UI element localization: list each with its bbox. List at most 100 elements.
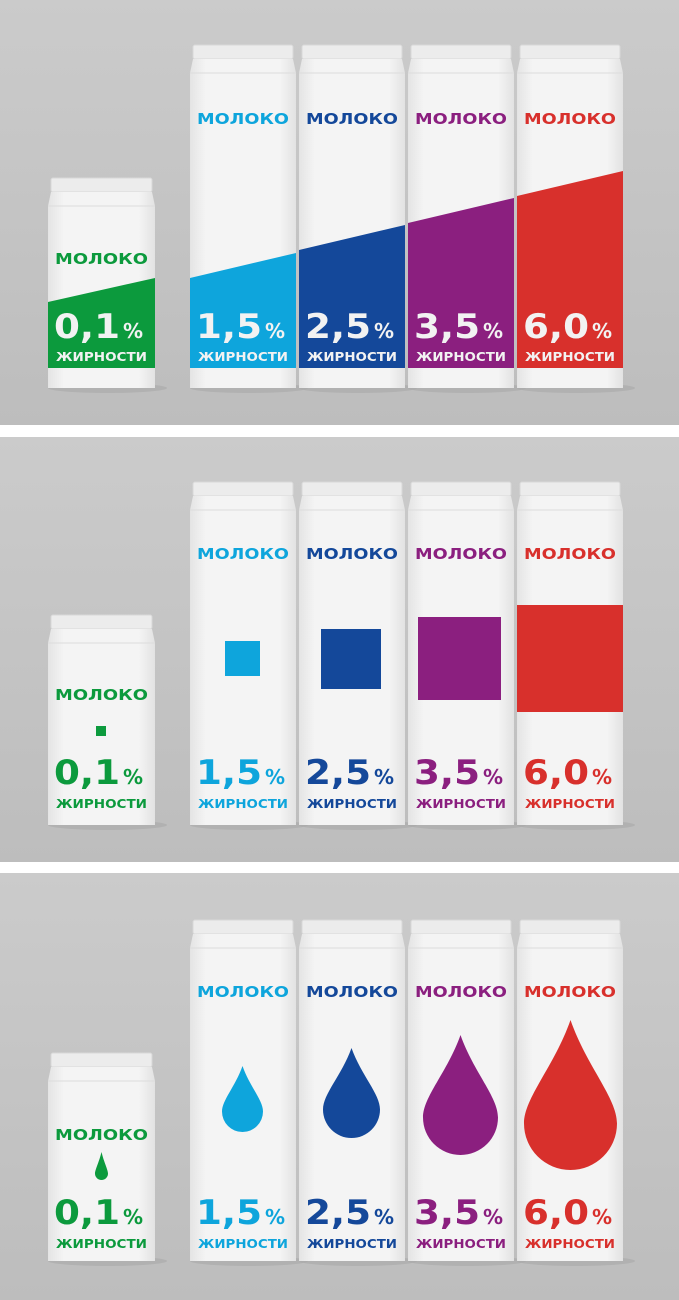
product-name: МОЛОКО [306, 983, 398, 1001]
fat-percentage: 0,1 [54, 307, 120, 347]
percent-sign: % [123, 319, 143, 343]
fat-percentage: 1,5 [196, 307, 262, 347]
product-name: МОЛОКО [55, 250, 148, 268]
product-name: МОЛОКО [306, 110, 398, 128]
fat-label: ЖИРНОСТИ [416, 797, 506, 811]
fat-percentage: 1,5 [196, 1193, 262, 1233]
percent-sign: % [265, 765, 285, 789]
product-name: МОЛОКО [524, 110, 616, 128]
fat-percentage: 2,5 [305, 753, 371, 793]
fat-percentage: 3,5 [414, 307, 480, 347]
fat-level-square [517, 605, 623, 712]
fat-level-band [408, 198, 514, 368]
fat-level-band [190, 253, 296, 368]
fat-level-drop [222, 1066, 263, 1132]
fat-percentage: 6,0 [523, 1193, 589, 1233]
fat-percentage: 1,5 [196, 753, 262, 793]
milk-carton-purple: МОЛОКО 3,5 % ЖИРНОСТИ [408, 919, 526, 1266]
carton-top-seal [410, 481, 512, 497]
percent-sign: % [374, 1205, 394, 1229]
fat-level-square [418, 617, 501, 700]
product-name: МОЛОКО [55, 686, 148, 704]
percent-sign: % [592, 765, 612, 789]
product-name: МОЛОКО [524, 545, 616, 563]
carton-top-seal [410, 44, 512, 60]
fat-percentage: 2,5 [305, 307, 371, 347]
milk-carton-red: МОЛОКО 6,0 % ЖИРНОСТИ [517, 919, 635, 1266]
milk-carton-purple: МОЛОКО 3,5 % ЖИРНОСТИ [408, 481, 526, 830]
fat-label: ЖИРНОСТИ [416, 350, 506, 364]
fat-level-square [321, 629, 381, 689]
fat-percentage: 2,5 [305, 1193, 371, 1233]
product-name: МОЛОКО [197, 983, 289, 1001]
percent-sign: % [483, 765, 503, 789]
carton-top-seal [50, 177, 153, 193]
milk-carton-red: МОЛОКО 6,0 % ЖИРНОСТИ [517, 481, 635, 830]
product-name: МОЛОКО [197, 110, 289, 128]
milk-carton-purple: МОЛОКО 3,5 % ЖИРНОСТИ [408, 44, 526, 393]
fat-level-drop [95, 1152, 108, 1180]
carton-top-seal [519, 481, 621, 497]
product-name: МОЛОКО [55, 1126, 148, 1144]
milk-carton-blue: МОЛОКО 2,5 % ЖИРНОСТИ [299, 919, 417, 1266]
fat-label: ЖИРНОСТИ [56, 1237, 147, 1251]
milk-carton-green: МОЛОКО 0,1 % ЖИРНОСТИ [48, 614, 167, 830]
fat-percentage: 3,5 [414, 1193, 480, 1233]
carton-top-seal [301, 919, 403, 935]
milk-carton-cyan: МОЛОКО 1,5 % ЖИРНОСТИ [190, 44, 308, 393]
carton-top-seal [192, 919, 294, 935]
carton-top-seal [50, 614, 153, 630]
fat-level-drop [323, 1048, 380, 1138]
percent-sign: % [123, 765, 143, 789]
fat-level-square [225, 641, 260, 676]
fat-percentage: 6,0 [523, 307, 589, 347]
carton-top-seal [410, 919, 512, 935]
carton-top-seal [519, 44, 621, 60]
percent-sign: % [123, 1205, 143, 1229]
carton-top-seal [301, 44, 403, 60]
milk-carton-red: МОЛОКО 6,0 % ЖИРНОСТИ [517, 44, 635, 393]
fat-percentage: 6,0 [523, 753, 589, 793]
fat-label: ЖИРНОСТИ [525, 1237, 615, 1251]
milk-carton-cyan: МОЛОКО 1,5 % ЖИРНОСТИ [190, 481, 308, 830]
fat-percentage: 0,1 [54, 1193, 120, 1233]
product-name: МОЛОКО [415, 110, 507, 128]
fat-level-square [96, 726, 106, 736]
carton-top-seal [519, 919, 621, 935]
fat-label: ЖИРНОСТИ [198, 350, 288, 364]
fat-level-drop [423, 1035, 498, 1155]
fat-label: ЖИРНОСТИ [525, 350, 615, 364]
milk-carton-blue: МОЛОКО 2,5 % ЖИРНОСТИ [299, 44, 417, 393]
fat-level-band [48, 278, 155, 368]
product-name: МОЛОКО [306, 545, 398, 563]
carton-top-seal [192, 481, 294, 497]
percent-sign: % [592, 1205, 612, 1229]
fat-label: ЖИРНОСТИ [56, 350, 147, 364]
carton-top-seal [301, 481, 403, 497]
milk-carton-green: МОЛОКО 0,1 % ЖИРНОСТИ [48, 1052, 167, 1266]
percent-sign: % [483, 319, 503, 343]
product-name: МОЛОКО [197, 545, 289, 563]
percent-sign: % [265, 1205, 285, 1229]
fat-label: ЖИРНОСТИ [198, 797, 288, 811]
fat-level-band [517, 171, 623, 368]
fat-label: ЖИРНОСТИ [525, 797, 615, 811]
fat-label: ЖИРНОСТИ [307, 350, 397, 364]
fat-label: ЖИРНОСТИ [416, 1237, 506, 1251]
percent-sign: % [374, 319, 394, 343]
percent-sign: % [483, 1205, 503, 1229]
carton-top-seal [192, 44, 294, 60]
milk-carton-green: МОЛОКО 0,1 % ЖИРНОСТИ [48, 177, 167, 393]
milk-carton-cyan: МОЛОКО 1,5 % ЖИРНОСТИ [190, 919, 308, 1266]
fat-label: ЖИРНОСТИ [307, 797, 397, 811]
fat-level-band [299, 225, 405, 368]
fat-label: ЖИРНОСТИ [307, 1237, 397, 1251]
fat-percentage: 0,1 [54, 753, 120, 793]
percent-sign: % [374, 765, 394, 789]
fat-label: ЖИРНОСТИ [198, 1237, 288, 1251]
product-name: МОЛОКО [415, 545, 507, 563]
percent-sign: % [265, 319, 285, 343]
